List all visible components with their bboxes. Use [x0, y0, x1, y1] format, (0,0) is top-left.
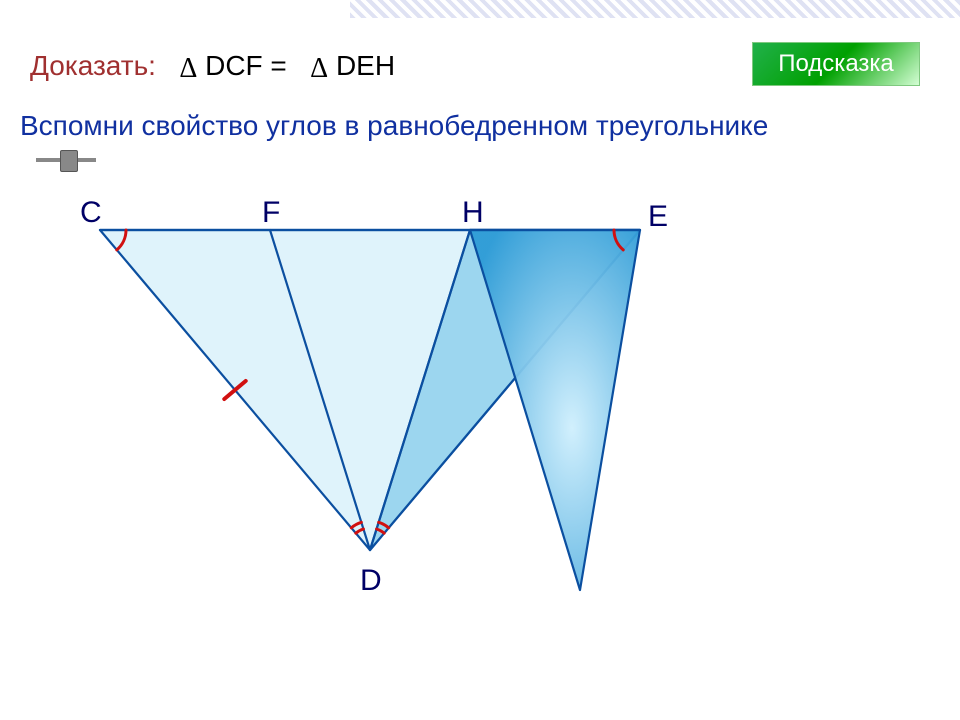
geometry-canvas: C F H E D [0, 150, 960, 710]
hint-text: Вспомни свойство углов в равнобедренном … [20, 110, 940, 142]
svg-text:C: C [80, 196, 102, 229]
delta-symbol-1: Δ [179, 53, 197, 85]
prove-line: Доказать: Δ DCF = Δ DEH [30, 50, 395, 83]
hint-button-label: Подсказка [778, 50, 894, 77]
delta-symbol-2: Δ [310, 53, 328, 85]
svg-text:H: H [462, 196, 484, 229]
expr-dcf: DCF = [205, 50, 287, 81]
svg-text:D: D [360, 564, 382, 597]
decorative-top-pattern [350, 0, 960, 18]
hint-button[interactable]: Подсказка [752, 42, 920, 86]
expr-deh: DEH [336, 50, 395, 81]
svg-text:E: E [648, 200, 668, 233]
svg-text:F: F [262, 196, 280, 229]
prove-label: Доказать: [30, 50, 156, 81]
